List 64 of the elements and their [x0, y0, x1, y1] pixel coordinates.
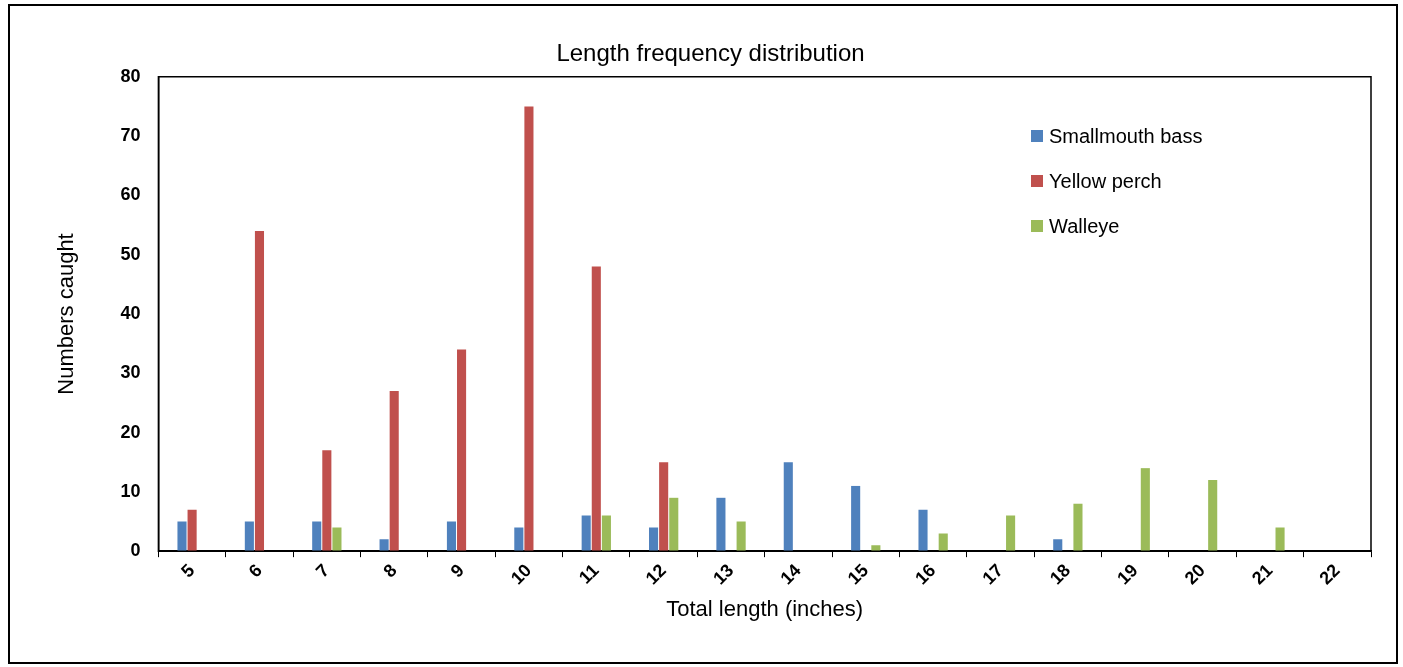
bar [736, 521, 746, 552]
bar [1073, 503, 1083, 552]
bar [457, 349, 467, 552]
bar [649, 527, 659, 552]
bar [918, 509, 928, 552]
bar [783, 462, 793, 552]
bar [581, 515, 591, 552]
legend-label: Yellow perch [1049, 169, 1162, 193]
y-tick-label: 30 [120, 362, 141, 383]
x-tick-label: 18 [1045, 560, 1075, 589]
y-tick-label: 20 [120, 421, 141, 442]
bar [379, 539, 389, 552]
bar [938, 533, 948, 552]
bar [1053, 539, 1063, 552]
bar [669, 497, 679, 552]
bar [389, 391, 399, 552]
y-tick-label: 0 [130, 540, 141, 561]
bar [1275, 527, 1285, 552]
bar [254, 230, 265, 552]
x-tick-label: 11 [575, 560, 603, 588]
x-tick-label: 17 [978, 560, 1007, 589]
bar [322, 450, 332, 552]
bar [659, 462, 669, 552]
x-tick-label: 10 [506, 560, 536, 589]
x-tick-label: 20 [1180, 560, 1209, 589]
x-tick-label: 13 [709, 560, 738, 589]
x-tick-label: 8 [379, 560, 401, 582]
bar [446, 521, 457, 552]
y-tick-label: 10 [120, 480, 141, 501]
y-axis-title: Numbers caught [53, 233, 79, 395]
x-tick-label: 6 [244, 560, 266, 582]
y-tick-label: 50 [120, 243, 141, 264]
legend-label: Walleye [1049, 214, 1120, 238]
bar [601, 515, 611, 552]
x-tick-label: 5 [177, 560, 199, 582]
bar [187, 509, 197, 552]
bar [244, 521, 254, 552]
y-tick-label: 70 [120, 125, 141, 146]
bar [851, 485, 861, 552]
bar [591, 266, 601, 552]
x-axis-title: Total length (inches) [666, 595, 864, 621]
bar [312, 521, 322, 552]
y-tick-label: 80 [120, 65, 141, 86]
x-tick-label: 9 [446, 560, 468, 582]
x-tick-label: 7 [311, 560, 334, 582]
x-tick-label: 15 [843, 560, 873, 589]
bar [716, 497, 726, 552]
bar [177, 521, 187, 552]
x-tick-label: 19 [1113, 560, 1142, 589]
y-tick-label: 40 [120, 302, 141, 323]
x-tick-label: 12 [641, 560, 670, 589]
x-tick-label: 16 [911, 560, 940, 589]
x-tick-label: 14 [776, 560, 805, 589]
x-tick-label: 21 [1247, 560, 1277, 589]
y-tick-label: 60 [120, 184, 141, 205]
bar [1006, 515, 1016, 552]
bar [1140, 468, 1150, 552]
bar [332, 527, 342, 552]
bar [1208, 480, 1218, 552]
legend-label: Smallmouth bass [1049, 124, 1203, 148]
bar [514, 527, 524, 552]
bar [524, 106, 534, 552]
x-tick-label: 22 [1315, 560, 1344, 589]
chart-title: Length frequency distribution [556, 39, 865, 67]
